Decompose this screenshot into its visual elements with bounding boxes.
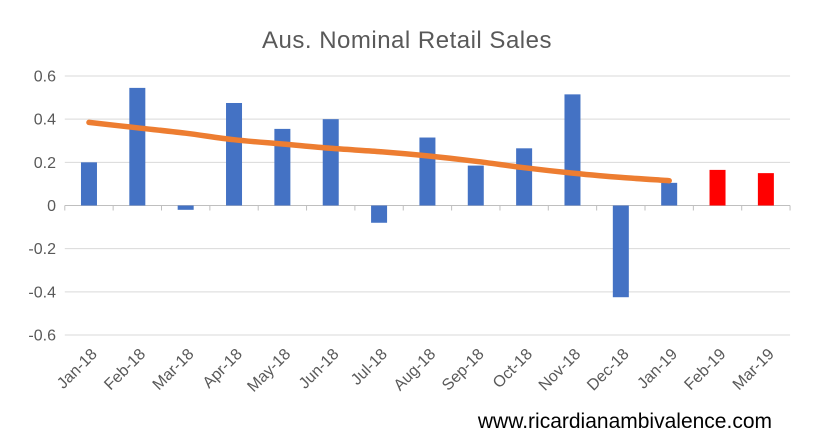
bar-Jan-19 bbox=[661, 182, 678, 206]
trend-line bbox=[86, 119, 672, 184]
y-axis-label-0.2: 0.2 bbox=[34, 155, 56, 172]
y-axis-label-0.4: 0.4 bbox=[34, 112, 56, 129]
x-axis-label-Mar-18: Mar-18 bbox=[150, 346, 198, 394]
x-axis-label-Sep-18: Sep-18 bbox=[439, 346, 488, 395]
bar-Aug-18 bbox=[419, 137, 436, 206]
bar-Jan-18 bbox=[80, 162, 97, 206]
x-axis-label-Feb-19: Feb-19 bbox=[681, 346, 729, 394]
x-axis-label-Dec-18: Dec-18 bbox=[584, 346, 633, 395]
bar-Feb-19 bbox=[709, 169, 726, 206]
x-axis-label-Aug-18: Aug-18 bbox=[391, 346, 440, 395]
x-axis-label-Nov-18: Nov-18 bbox=[536, 346, 585, 395]
bar-Mar-19 bbox=[757, 173, 774, 206]
x-axis-label-Jan-19: Jan-19 bbox=[634, 346, 681, 393]
x-axis-label-Oct-18: Oct-18 bbox=[490, 346, 536, 392]
bar-May-18 bbox=[274, 128, 291, 206]
x-axis-label-May-18: May-18 bbox=[244, 346, 294, 396]
y-axis-label-0: 0 bbox=[47, 198, 56, 215]
x-axis-label-Jun-18: Jun-18 bbox=[296, 346, 343, 393]
bar-Feb-18 bbox=[129, 87, 146, 206]
bar-Jun-18 bbox=[322, 119, 339, 206]
bar-Mar-18 bbox=[177, 205, 194, 210]
x-axis-label-Apr-18: Apr-18 bbox=[200, 346, 246, 392]
chart-title: Aus. Nominal Retail Sales bbox=[262, 27, 552, 54]
x-axis-label-Jan-18: Jan-18 bbox=[54, 346, 101, 393]
plot-area: 0.6 0.4 0.2 0 -0.2 -0.4 -0.6 Jan-18 Feb-18 Mar-18… bbox=[28, 69, 791, 396]
bar-Dec-18 bbox=[612, 205, 629, 298]
bar-Nov-18 bbox=[564, 94, 581, 206]
x-axis-label-Feb-18: Feb-18 bbox=[101, 346, 149, 394]
y-axis-label--0.2: -0.2 bbox=[28, 241, 56, 258]
bar-Oct-18 bbox=[516, 148, 533, 206]
x-axis-label-Jul-18: Jul-18 bbox=[348, 346, 391, 389]
bar-Jul-18 bbox=[371, 205, 388, 223]
watermark-url: www.ricardianambivalence.com bbox=[477, 410, 772, 433]
y-axis-label--0.4: -0.4 bbox=[28, 284, 56, 301]
x-axis-label-Mar-19: Mar-19 bbox=[730, 346, 778, 394]
y-axis-label-0.6: 0.6 bbox=[34, 69, 56, 86]
bar-Apr-18 bbox=[226, 102, 243, 206]
y-axis-label--0.6: -0.6 bbox=[28, 327, 56, 344]
bar-Sep-18 bbox=[467, 165, 484, 206]
